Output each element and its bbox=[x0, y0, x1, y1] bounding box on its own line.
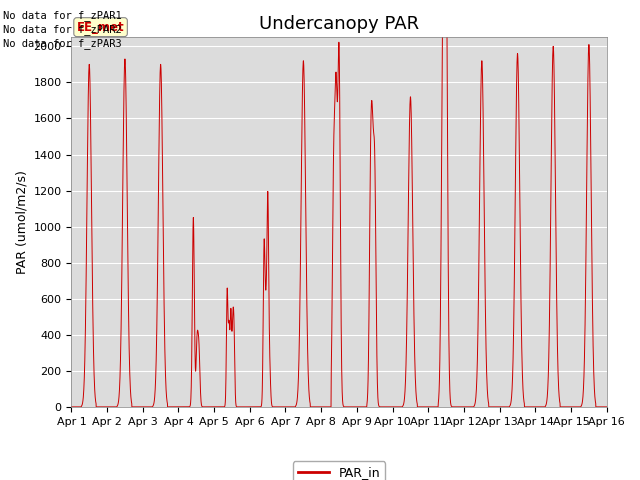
Text: EE_met: EE_met bbox=[77, 21, 124, 34]
Y-axis label: PAR (umol/m2/s): PAR (umol/m2/s) bbox=[15, 170, 28, 274]
Text: No data for f_zPAR1
No data for f_zPAR2
No data for f_zPAR3: No data for f_zPAR1 No data for f_zPAR2 … bbox=[3, 10, 122, 48]
Title: Undercanopy PAR: Undercanopy PAR bbox=[259, 15, 419, 33]
Legend: PAR_in: PAR_in bbox=[292, 461, 385, 480]
